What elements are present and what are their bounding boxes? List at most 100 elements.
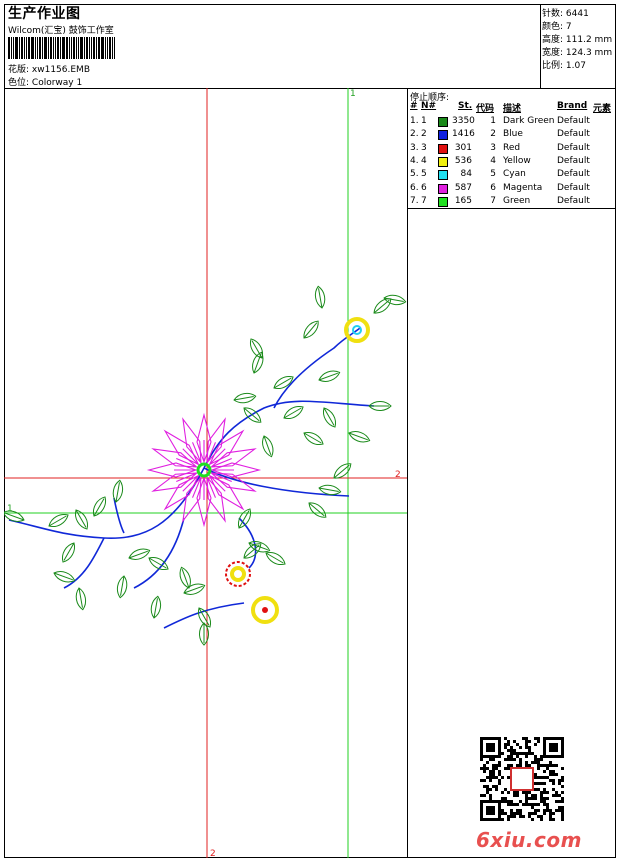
petal <box>208 429 245 466</box>
row-brand: Default <box>557 169 590 180</box>
qr-finder <box>486 743 495 752</box>
leaf <box>273 376 294 389</box>
col-header-code: 代码 <box>476 104 495 114</box>
leaf <box>53 571 76 583</box>
flower-center <box>196 462 212 478</box>
row-stitches: 84 <box>460 169 472 180</box>
stem <box>163 602 245 629</box>
row-code: 2 <box>490 129 496 140</box>
petal <box>196 476 212 528</box>
leaf <box>243 407 262 423</box>
guide-label-h-red: 2 <box>395 470 401 480</box>
row-stitches: 587 <box>454 182 472 193</box>
leaf <box>323 407 336 428</box>
stem <box>203 400 375 469</box>
stem <box>273 327 361 409</box>
col-header-index: # <box>410 101 418 111</box>
petal <box>163 429 200 466</box>
leaf <box>150 595 162 619</box>
leaf <box>199 622 209 646</box>
petal <box>151 472 199 492</box>
yellow-flower-top <box>344 317 370 343</box>
petal <box>210 462 262 478</box>
petal <box>209 472 257 492</box>
guide-lines <box>4 88 407 858</box>
petal <box>182 417 202 465</box>
color-swatch <box>438 170 448 181</box>
row-index: 1. <box>410 116 419 126</box>
leaf <box>183 583 206 595</box>
leaf <box>373 298 392 314</box>
row-brand: Default <box>557 182 590 193</box>
row-code: 7 <box>490 195 496 206</box>
row-index: 6. <box>410 182 419 193</box>
row-code: 4 <box>490 155 496 166</box>
color-swatch <box>438 143 448 154</box>
row-brand: Default <box>557 116 590 126</box>
leaf <box>283 406 304 419</box>
row-needle: 4 <box>421 155 427 166</box>
row-needle: 2 <box>421 129 427 140</box>
row-code: 6 <box>490 182 496 193</box>
leaf <box>62 542 75 563</box>
color-swatch <box>438 130 448 141</box>
leaf <box>198 607 211 628</box>
leaf <box>148 557 169 570</box>
row-description: Blue <box>503 129 523 140</box>
petal <box>196 412 212 464</box>
color-swatch <box>438 117 448 127</box>
leaf <box>314 285 326 309</box>
row-needle: 7 <box>421 195 427 206</box>
design-height: 高度: 111.2 mm <box>542 35 613 45</box>
petal <box>209 448 257 468</box>
leaf <box>238 508 251 529</box>
petal <box>206 475 226 523</box>
leaf <box>116 575 128 599</box>
col-header-stitches: St. <box>458 101 473 111</box>
qr-logo <box>510 767 534 791</box>
red-flower <box>225 561 251 587</box>
leaves <box>4 285 407 646</box>
stop-sequence-title: 停止顺序: <box>410 93 450 103</box>
color-swatch <box>438 156 448 167</box>
leaf <box>252 351 264 374</box>
stitch-count: 针数: 6441 <box>542 9 589 19</box>
row-stitches: 1416 <box>452 129 475 140</box>
leaf <box>233 392 257 404</box>
petal <box>151 448 199 468</box>
leaf <box>262 435 274 458</box>
stem <box>238 517 257 569</box>
leaf <box>303 320 319 339</box>
embroidery-design-canvas: 1 2 1 2 <box>4 88 407 858</box>
row-index: 5. <box>410 169 419 180</box>
leaf <box>348 431 371 443</box>
row-brand: Default <box>557 142 590 153</box>
row-description: Dark Green <box>503 116 555 126</box>
row-needle: 6 <box>421 182 427 193</box>
stop-table-bottom-rule <box>407 208 616 209</box>
qr-finder <box>486 806 495 815</box>
design-scale: 比例: 1.07 <box>542 61 586 71</box>
col-header-element: 元素 <box>593 104 612 114</box>
row-description: Red <box>503 142 521 153</box>
pattern-file: 花版: xw1156.EMB <box>8 65 90 75</box>
row-index: 4. <box>410 155 419 166</box>
leaf <box>179 566 191 589</box>
petal <box>146 462 198 478</box>
header-divider <box>540 4 541 88</box>
leaf <box>368 401 392 411</box>
design-panel-divider <box>407 88 408 858</box>
design-width: 宽度: 124.3 mm <box>542 48 613 58</box>
barcode <box>8 37 130 59</box>
row-stitches: 301 <box>454 142 472 153</box>
row-brand: Default <box>557 195 590 206</box>
row-stitches: 536 <box>454 155 472 166</box>
qr-finder <box>549 743 558 752</box>
guide-label-h-green: 1 <box>7 504 13 514</box>
row-needle: 5 <box>421 169 427 180</box>
leaf <box>265 552 286 565</box>
leaf <box>112 479 124 503</box>
row-brand: Default <box>557 129 590 140</box>
page-title: 生产作业图 <box>8 6 81 22</box>
row-description: Magenta <box>503 182 543 193</box>
